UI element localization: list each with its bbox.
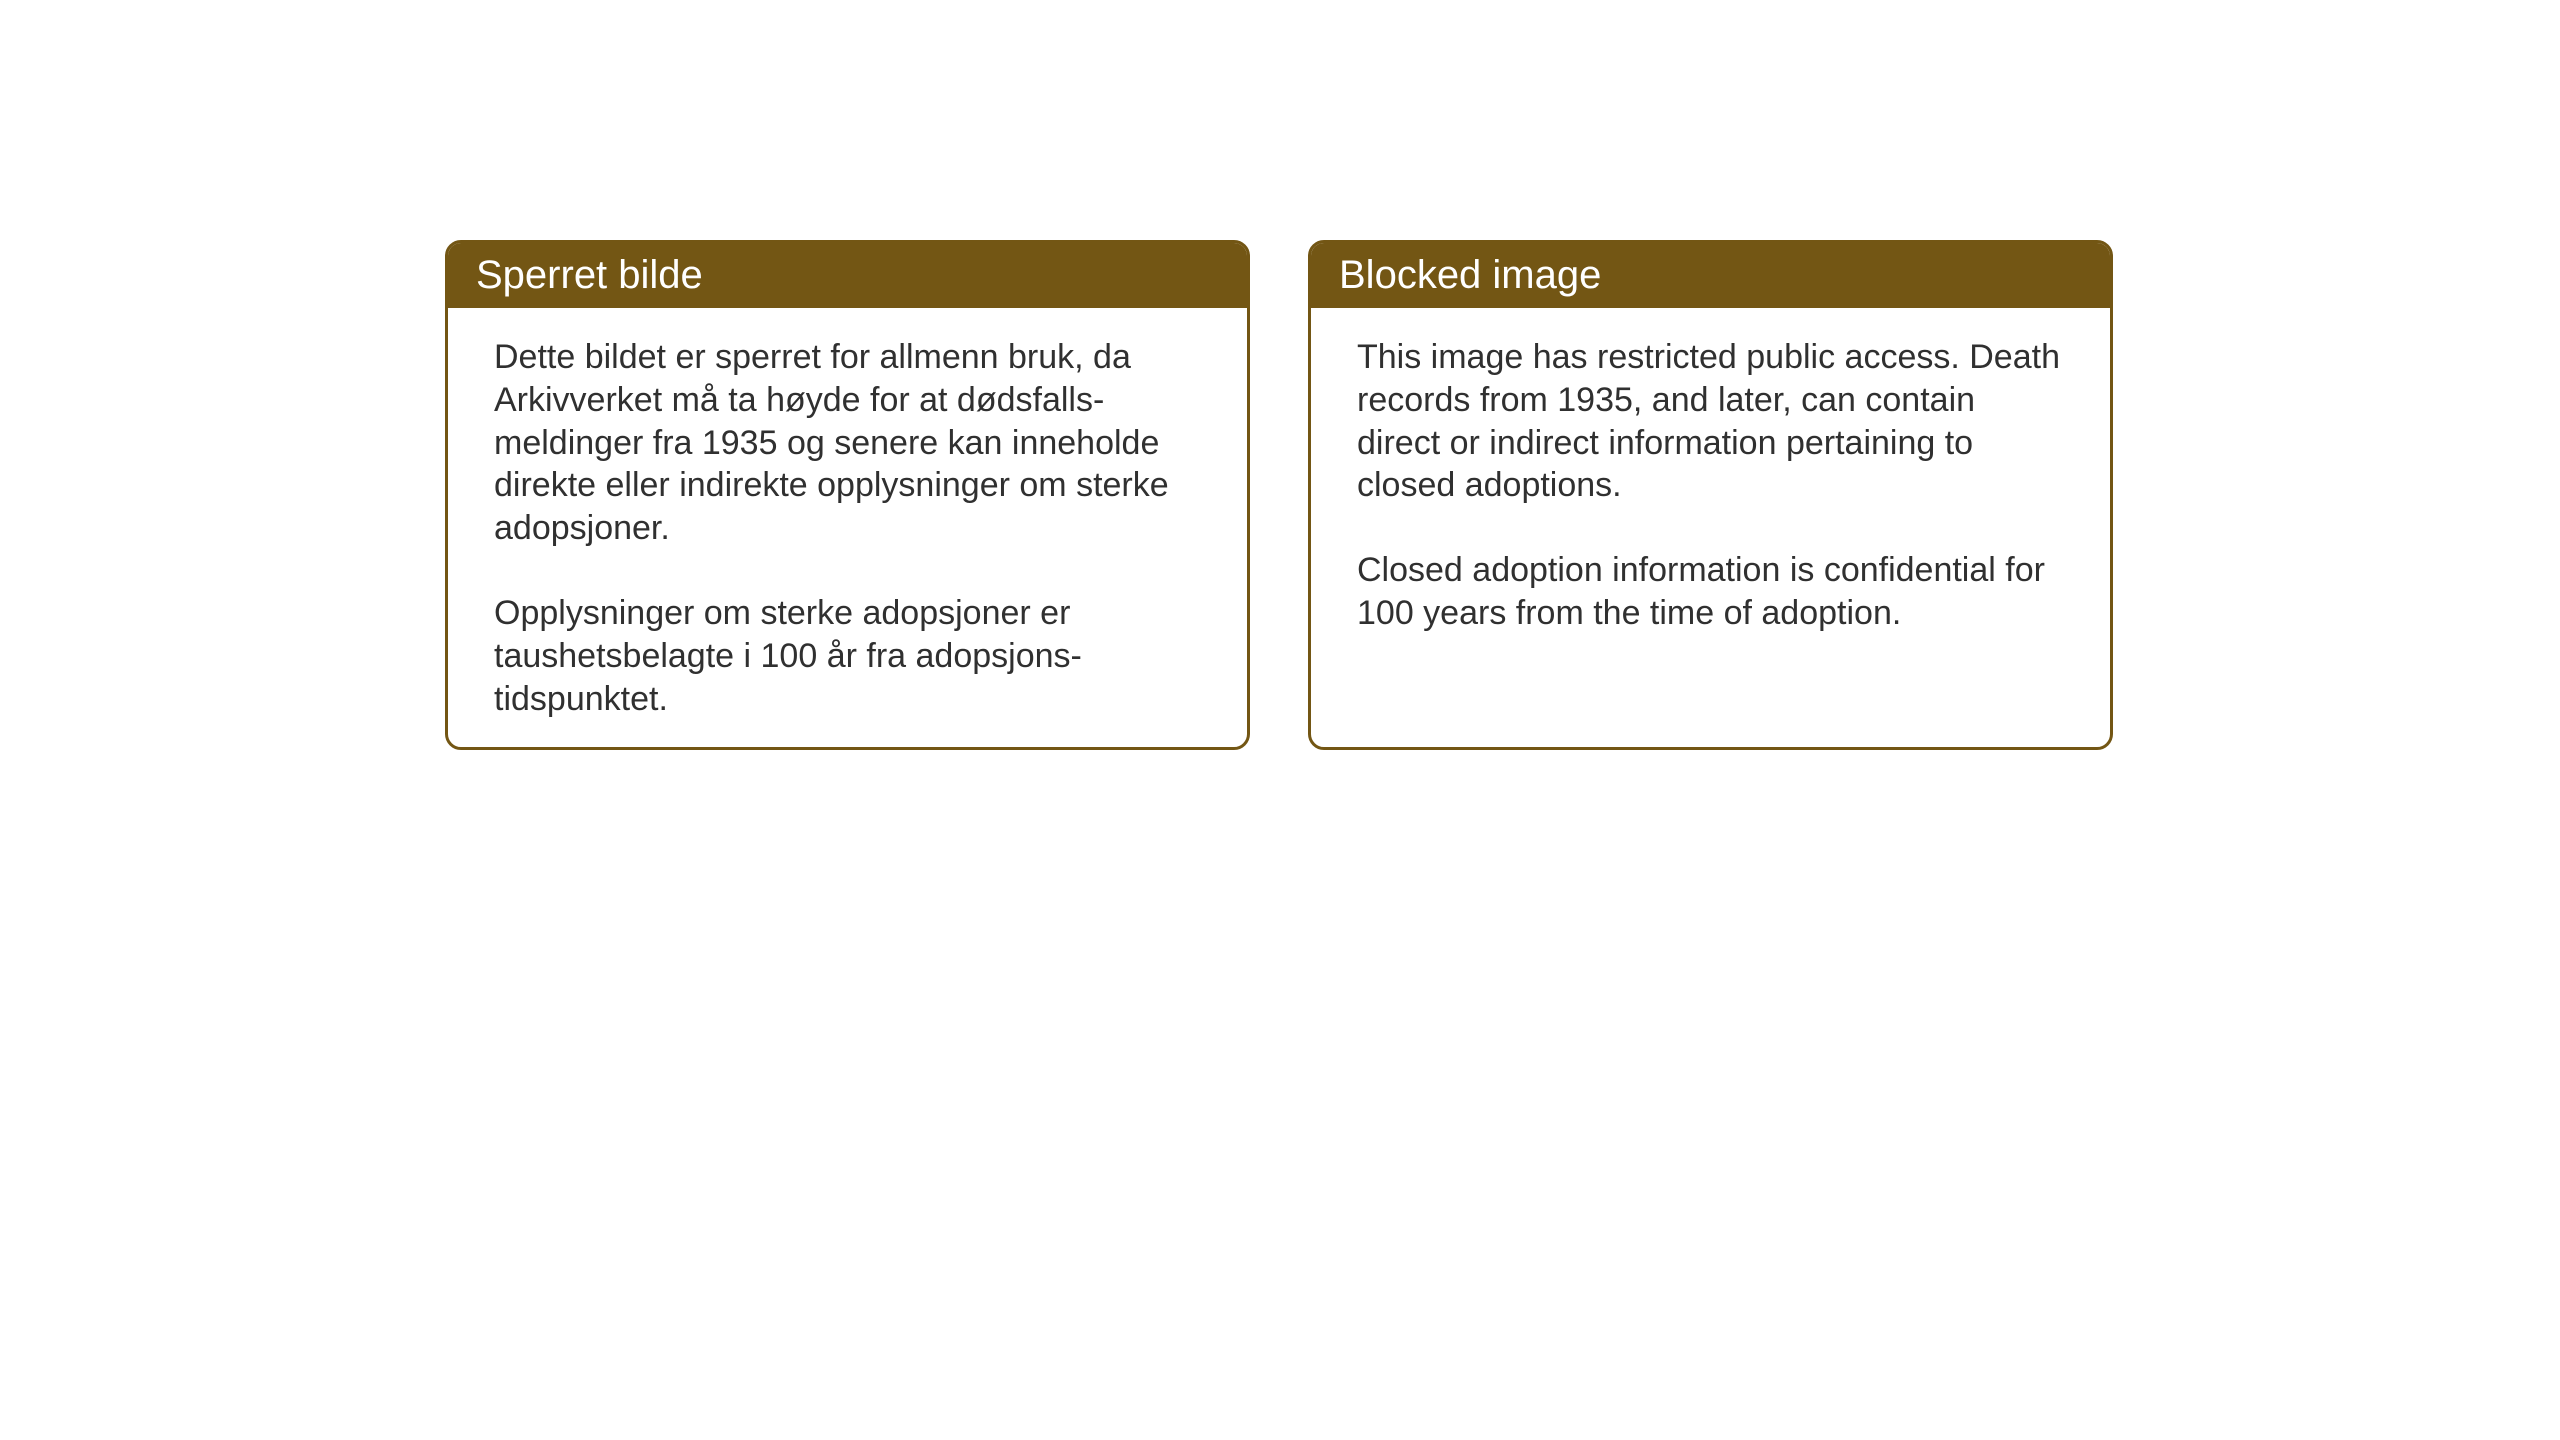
card-body-english: This image has restricted public access.… <box>1311 308 2110 663</box>
card-paragraph-2: Opplysninger om sterke adopsjoner er tau… <box>494 592 1201 720</box>
notice-card-norwegian: Sperret bilde Dette bildet er sperret fo… <box>445 240 1250 750</box>
card-header-norwegian: Sperret bilde <box>448 243 1247 308</box>
card-paragraph-1: Dette bildet er sperret for allmenn bruk… <box>494 336 1201 550</box>
card-title: Sperret bilde <box>476 253 703 297</box>
card-paragraph-2: Closed adoption information is confident… <box>1357 549 2064 635</box>
notice-card-english: Blocked image This image has restricted … <box>1308 240 2113 750</box>
card-paragraph-1: This image has restricted public access.… <box>1357 336 2064 507</box>
card-header-english: Blocked image <box>1311 243 2110 308</box>
card-title: Blocked image <box>1339 253 1601 297</box>
card-body-norwegian: Dette bildet er sperret for allmenn bruk… <box>448 308 1247 749</box>
notice-container: Sperret bilde Dette bildet er sperret fo… <box>445 240 2113 750</box>
